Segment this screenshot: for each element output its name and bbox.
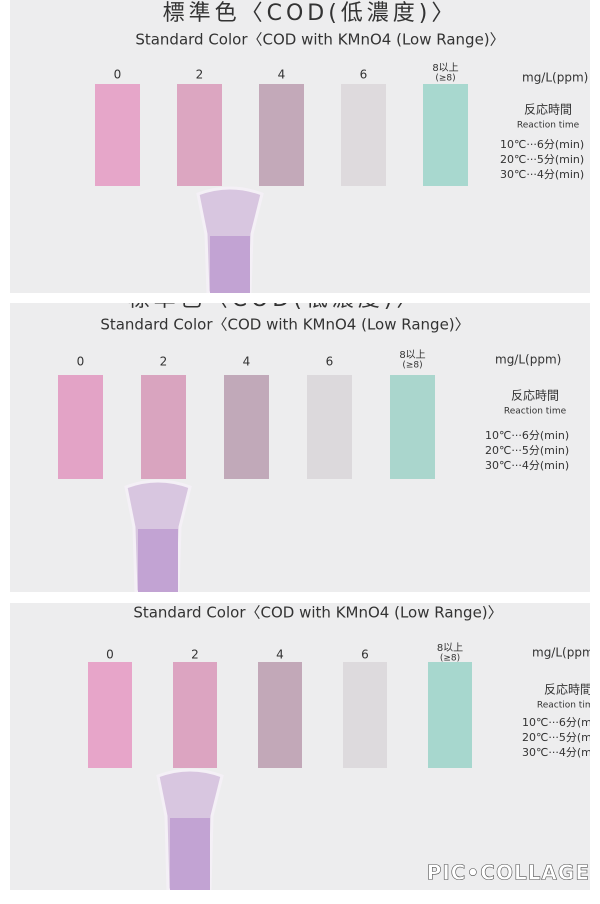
reaction-line: 30℃···4分(min) <box>485 459 569 472</box>
reaction-line: 30℃···4分(min) <box>522 746 600 759</box>
reaction-line: 10℃···6分(min) <box>522 716 600 729</box>
reaction-subtitle: Reaction time <box>537 701 600 711</box>
reaction-subtitle: Reaction time <box>517 121 580 131</box>
color-swatch <box>390 375 435 479</box>
photo-panel: Standard Color〈COD with KMnO4 (Low Range… <box>10 603 600 890</box>
reaction-line: 10℃···6分(min) <box>500 138 584 151</box>
reaction-title: 反応時間 <box>544 683 592 697</box>
color-swatch <box>173 662 217 768</box>
swatch-label: 2 <box>191 648 199 662</box>
swatch-label: 0 <box>77 355 85 369</box>
color-swatch <box>95 84 140 186</box>
color-swatch <box>423 84 468 186</box>
swatch-label: 6 <box>361 648 369 662</box>
swatch-label: 2 <box>196 68 204 82</box>
color-swatch <box>259 84 304 186</box>
chart-card <box>10 303 590 592</box>
panel-content: Standard Color〈COD with KMnO4 (Low Range… <box>10 603 600 890</box>
reaction-title: 反応時間 <box>524 103 572 117</box>
tube-liquid <box>170 818 210 890</box>
unit: mg/L(ppm) <box>522 71 588 85</box>
watermark: PIC•COLLAGE <box>427 861 590 885</box>
swatch-label: 8以上 <box>399 349 425 361</box>
unit: mg/L(ppm) <box>495 353 561 367</box>
color-swatch <box>258 662 302 768</box>
tube-liquid <box>210 236 250 293</box>
swatch-label: 2 <box>160 355 168 369</box>
color-swatch <box>88 662 132 768</box>
swatch-label: 4 <box>243 355 251 369</box>
reaction-line: 10℃···6分(min) <box>485 429 569 442</box>
swatch-label: 8以上 <box>437 642 463 654</box>
color-swatch <box>58 375 103 479</box>
unit: mg/L(ppm) <box>532 646 598 660</box>
swatch-label: 4 <box>278 68 286 82</box>
color-swatch <box>428 662 472 768</box>
swatch-label: 0 <box>114 68 122 82</box>
title: 標準色〈COD(低濃度)〉 <box>163 1 458 26</box>
swatch-label: 6 <box>326 355 334 369</box>
reaction-subtitle: Reaction time <box>504 407 567 417</box>
subtitle: Standard Color〈COD with KMnO4 (Low Range… <box>135 31 504 49</box>
reaction-line: 20℃···5分(min) <box>522 731 600 744</box>
photo-panel: 標準色〈COD(低濃度)〉 Standard Color〈COD with KMn… <box>10 287 590 592</box>
subtitle: Standard Color〈COD with KMnO4 (Low Range… <box>100 316 469 334</box>
color-swatch <box>224 375 269 479</box>
reaction-line: 20℃···5分(min) <box>485 444 569 457</box>
swatch-label: 0 <box>106 648 114 662</box>
color-swatch <box>343 662 387 768</box>
color-swatch <box>177 84 222 186</box>
color-swatch <box>141 375 186 479</box>
color-swatch <box>307 375 352 479</box>
title: 標準色〈COD(低濃度)〉 <box>128 287 423 312</box>
subtitle: Standard Color〈COD with KMnO4 (Low Range… <box>133 604 502 622</box>
panel-content: 標準色〈COD(低濃度)〉 Standard Color〈COD with KMn… <box>10 287 590 592</box>
tube-liquid <box>138 529 178 592</box>
panel-content: 標準色〈COD(低濃度)〉 Standard Color〈COD with KMn… <box>10 0 590 293</box>
reaction-line: 20℃···5分(min) <box>500 153 584 166</box>
swatch-label: 6 <box>360 68 368 82</box>
color-swatch <box>341 84 386 186</box>
swatch-sublabel: (≥8) <box>435 74 455 84</box>
swatch-label: 8以上 <box>432 62 458 74</box>
reaction-line: 30℃···4分(min) <box>500 168 584 181</box>
reaction-title: 反応時間 <box>511 389 559 403</box>
swatch-label: 4 <box>276 648 284 662</box>
photo-panel: 標準色〈COD(低濃度)〉 Standard Color〈COD with KMn… <box>10 0 590 293</box>
swatch-sublabel: (≥8) <box>402 361 422 371</box>
swatch-sublabel: (≥8) <box>440 654 460 664</box>
